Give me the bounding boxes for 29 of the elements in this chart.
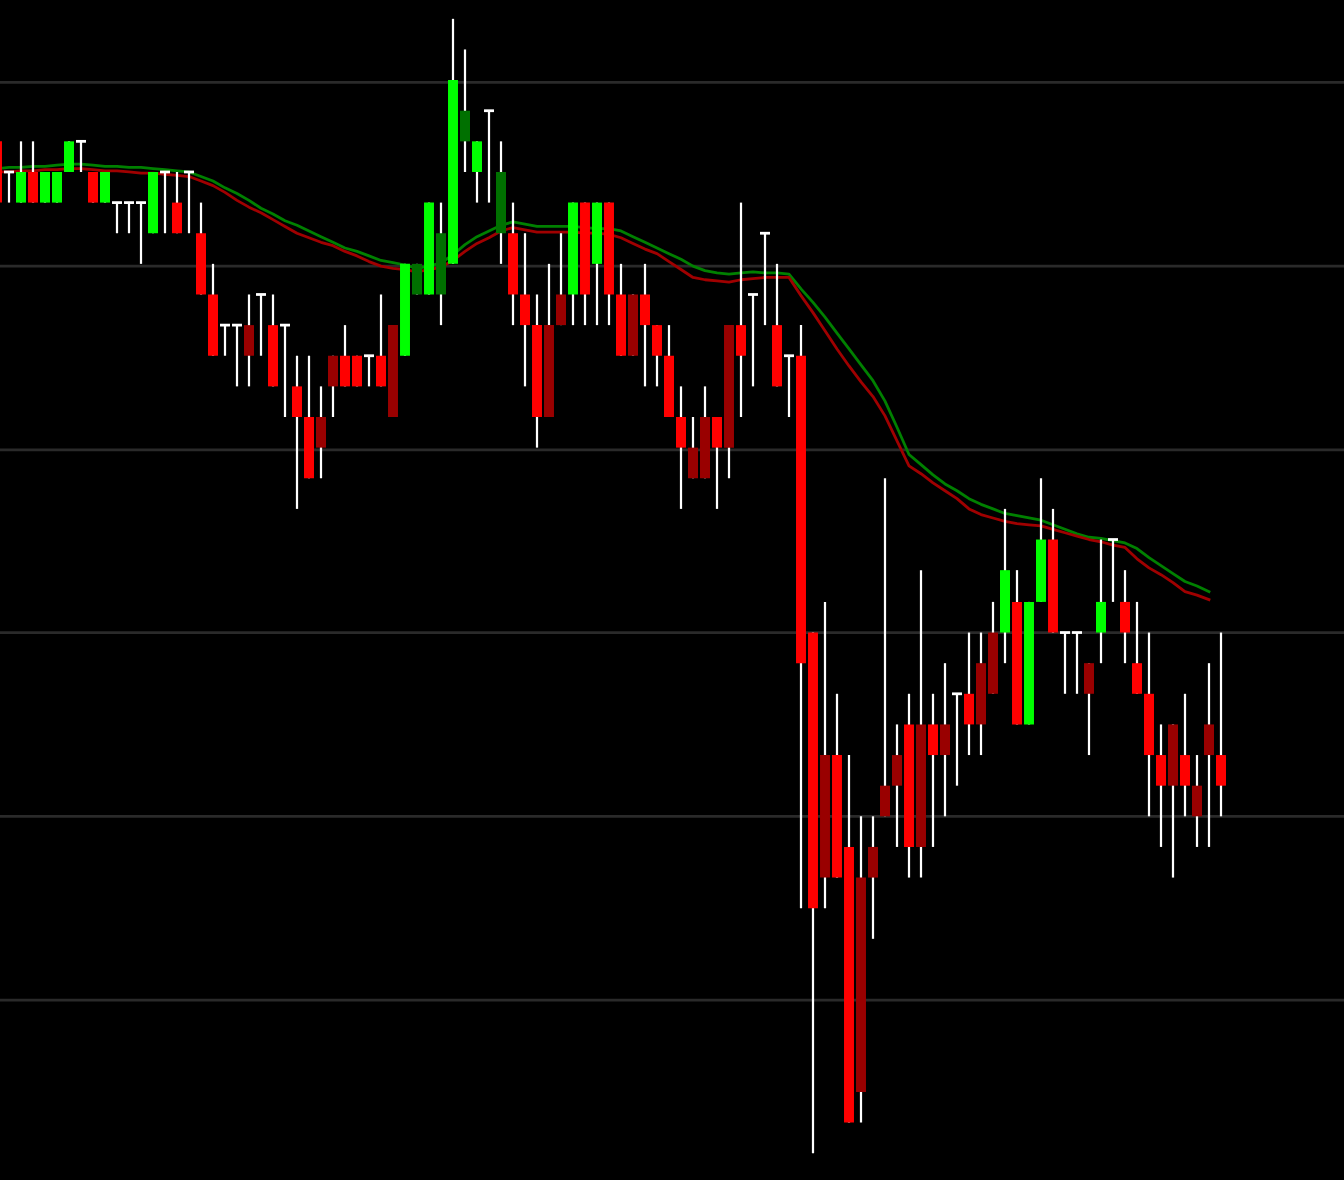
candlestick [676,385,686,510]
candlestick [928,692,938,849]
candlestick [28,140,38,204]
candlestick [940,662,950,818]
candlestick [1084,662,1094,757]
candlestick [736,201,746,419]
candlestick [880,477,890,818]
candlestick [316,385,326,480]
candlestick [1120,569,1130,665]
candlestick [172,170,182,235]
candlestick [556,232,566,327]
candlestick [1132,600,1142,695]
candlestick [868,815,878,940]
candlestick [640,262,650,388]
candlestick [88,170,98,204]
candlestick [652,324,662,388]
candlestick [1156,723,1166,849]
candlestick [892,723,902,849]
candlestick [1204,662,1214,849]
candlestick [1096,538,1106,665]
candlestick [1192,753,1202,849]
candlestick [292,354,302,510]
candlestick [1180,692,1190,818]
candlestick [328,354,338,419]
candlestick [460,48,470,174]
candlestick [712,415,722,510]
candlestick [1216,631,1226,818]
candlestick [472,140,482,204]
candlestick [520,232,530,388]
